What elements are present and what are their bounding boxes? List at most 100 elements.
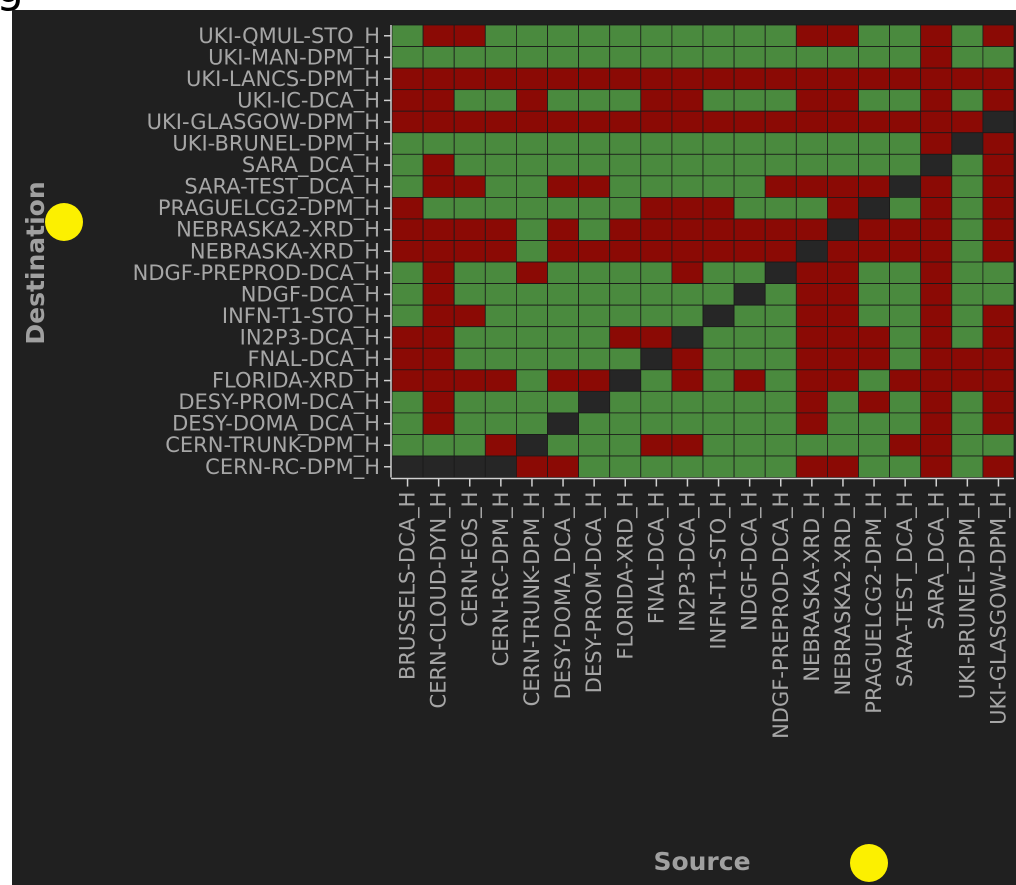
heatmap-cell (795, 218, 828, 241)
heatmap-cell (795, 455, 828, 478)
stray-glyph: g (0, 0, 24, 10)
heatmap-cell (578, 67, 611, 91)
heatmap-cell (827, 434, 859, 457)
heatmap-cell (578, 283, 611, 306)
x-tick-label: FNAL-DCA_H (644, 492, 669, 625)
heatmap-cell (733, 240, 766, 263)
x-tick-label: BRUSSELS-DCA_H (396, 492, 421, 680)
heatmap-cell (391, 326, 424, 349)
heatmap-cell (951, 67, 984, 91)
heatmap-cell (640, 240, 673, 263)
heatmap-cell (578, 261, 611, 285)
heatmap-cell (391, 283, 424, 306)
y-tick-label: UKI-QMUL-STO_H (198, 24, 380, 49)
y-tick-label: NEBRASKA2-XRD_H (176, 218, 380, 243)
heatmap-cell (827, 46, 859, 69)
heatmap-cell (858, 347, 891, 371)
heatmap-cell (951, 240, 984, 263)
heatmap-cell (609, 196, 642, 220)
heatmap-cell (484, 196, 517, 220)
heatmap-cell (764, 304, 797, 328)
heatmap-cell (858, 132, 891, 155)
y-tick-label: IN2P3-DCA_H (240, 325, 380, 350)
heatmap-cell (733, 390, 766, 414)
heatmap-cell (671, 347, 704, 371)
heatmap-cell (764, 196, 797, 220)
heatmap-cell (982, 218, 1015, 241)
heatmap-cell (951, 390, 984, 414)
heatmap-cell (578, 175, 611, 198)
heatmap-cell (951, 218, 984, 241)
heatmap-cell (547, 240, 580, 263)
heatmap-cell (671, 455, 704, 478)
heatmap-cells (391, 24, 1015, 478)
x-tick-label: UKI-BRUNEL-DPM_H (955, 492, 980, 700)
heatmap-cell (733, 46, 766, 69)
heatmap-cell (453, 412, 486, 435)
heatmap-cell (422, 46, 455, 69)
heatmap-cell (484, 412, 517, 435)
heatmap-cell (391, 89, 424, 112)
heatmap-cell (827, 304, 859, 328)
heatmap-cell (578, 326, 611, 349)
y-tick-label: DESY-PROM-DCA_H (178, 390, 380, 415)
heatmap-cell (547, 153, 580, 177)
y-tick-label: PRAGUELCG2-DPM_H (158, 196, 380, 221)
heatmap-cell (515, 46, 548, 69)
heatmap-cell (547, 110, 580, 134)
heatmap-cell (920, 89, 953, 112)
heatmap-cell (515, 153, 548, 177)
heatmap-cell (453, 196, 486, 220)
heatmap-cell (422, 261, 455, 285)
heatmap-cell (733, 175, 766, 198)
heatmap-cell (453, 110, 486, 134)
heatmap-cell (515, 110, 548, 134)
heatmap-cell (733, 412, 766, 435)
heatmap-cell (733, 261, 766, 285)
heatmap-cell (827, 24, 859, 47)
heatmap-cell (858, 175, 891, 198)
heatmap-cell (920, 153, 953, 177)
heatmap-cell (827, 240, 859, 263)
heatmap-cell (982, 175, 1015, 198)
heatmap-cell (640, 390, 673, 414)
heatmap-cell (515, 455, 548, 478)
heatmap-axes (384, 25, 1014, 487)
heatmap-cell (671, 110, 704, 134)
heatmap-cell (982, 347, 1015, 371)
heatmap-cell (578, 412, 611, 435)
heatmap-cell (733, 153, 766, 177)
heatmap-cell (951, 261, 984, 285)
heatmap-panel: UKI-QMUL-STO_H UKI-MAN-DPM_H UKI-LANCS-DPM… (12, 10, 1016, 885)
heatmap-cell (920, 67, 953, 91)
heatmap-cell (578, 24, 611, 47)
heatmap-cell (640, 67, 673, 91)
y-tick-label: UKI-MAN-DPM_H (208, 45, 380, 70)
y-axis-labels: UKI-QMUL-STO_HUKI-MAN-DPM_HUKI-LANCS-DPM… (133, 24, 380, 480)
heatmap-cell (702, 24, 735, 47)
heatmap-cell (453, 218, 486, 241)
yellow-dot-left (45, 203, 83, 241)
heatmap-cell (858, 261, 891, 285)
heatmap-cell (702, 110, 735, 134)
heatmap-cell (920, 347, 953, 371)
x-tick-label: FLORIDA-XRD_H (613, 492, 638, 660)
heatmap-cell (951, 153, 984, 177)
heatmap-cell (547, 24, 580, 47)
y-tick-label: UKI-LANCS-DPM_H (186, 67, 380, 92)
heatmap-cell (858, 369, 891, 392)
heatmap-cell (453, 347, 486, 371)
heatmap-cell (391, 369, 424, 392)
heatmap-cell (484, 390, 517, 414)
heatmap-cell (920, 412, 953, 435)
heatmap-cell (515, 175, 548, 198)
heatmap-cell (951, 89, 984, 112)
heatmap-cell (640, 89, 673, 112)
heatmap-cell (547, 412, 580, 435)
heatmap-cell (671, 175, 704, 198)
x-tick-label: CERN-EOS_H (458, 492, 483, 627)
heatmap-cell (858, 110, 891, 134)
heatmap-cell (795, 412, 828, 435)
heatmap-cell (702, 283, 735, 306)
heatmap-cell (391, 110, 424, 134)
